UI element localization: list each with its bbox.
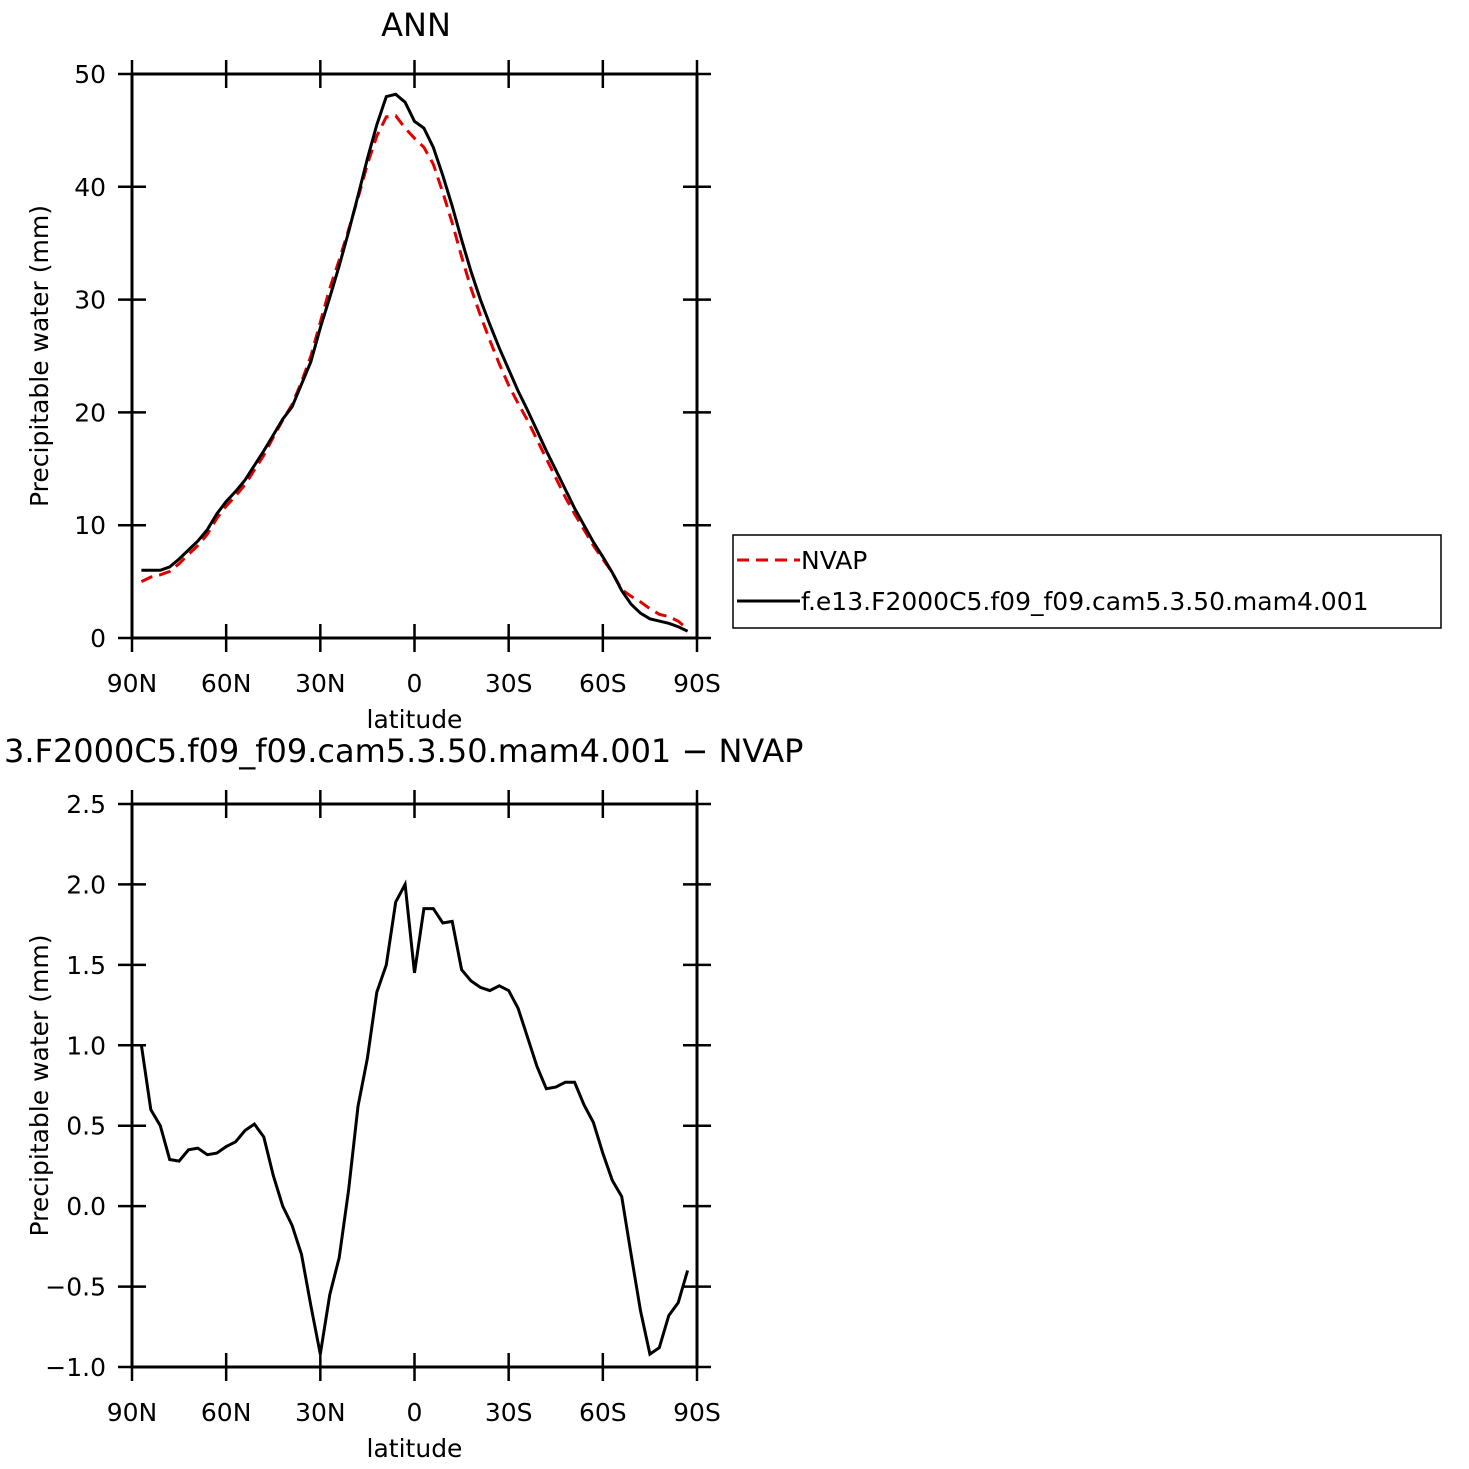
x-tick-label: 60N (201, 669, 252, 698)
y-axis-label: Precipitable water (mm) (25, 205, 54, 507)
y-tick-label: 20 (74, 398, 106, 427)
x-tick-label: 0 (407, 669, 423, 698)
y-tick-label: 1.0 (66, 1031, 106, 1060)
y-tick-label: 0.5 (66, 1112, 106, 1141)
plot-frame (130, 72, 699, 640)
x-tick-label: 90N (107, 1398, 158, 1427)
y-tick-label: 1.5 (66, 951, 106, 980)
panel: 3.F2000C5.f09_f09.cam5.3.50.mam4.001 − N… (4, 732, 803, 1463)
x-tick-label: 60N (201, 1398, 252, 1427)
data-line (141, 92, 689, 633)
panel: ANN 0 10 20 30 40 50 90N 60N 30N 0 30S 60S 90S latitud… (25, 6, 1442, 734)
y-tick-label: 0 (90, 624, 106, 653)
legend-box (732, 534, 1442, 629)
y-tick-label: 0.0 (66, 1192, 106, 1221)
x-tick-label: 60S (579, 1398, 627, 1427)
x-tick-label: 90S (673, 1398, 721, 1427)
legend-label: f.e13.F2000C5.f09_f09.cam5.3.50.mam4.001 (801, 587, 1369, 616)
y-tick-label: 2.5 (66, 790, 106, 819)
x-tick-label: 30S (485, 1398, 533, 1427)
data-line (140, 114, 689, 631)
x-tick-label: 90N (107, 669, 158, 698)
y-tick-label: 10 (74, 511, 106, 540)
data-line (139, 879, 690, 1357)
legend-label: NVAP (801, 546, 867, 575)
y-tick-label: −1.0 (45, 1353, 106, 1382)
x-tick-label: 30S (485, 669, 533, 698)
y-tick-label: 30 (74, 286, 106, 315)
y-tick-label: 50 (74, 60, 106, 89)
x-tick-label: 90S (673, 669, 721, 698)
x-tick-label: 0 (407, 1398, 423, 1427)
x-tick-label: 60S (579, 669, 627, 698)
x-tick-label: 30N (295, 1398, 346, 1427)
y-tick-label: −0.5 (45, 1273, 106, 1302)
y-tick-label: 40 (74, 173, 106, 202)
y-axis-label: Precipitable water (mm) (25, 935, 54, 1237)
y-tick-label: 2.0 (66, 870, 106, 899)
x-axis-label: latitude (367, 1434, 463, 1463)
plot-frame (130, 802, 699, 1369)
x-axis-label: latitude (367, 705, 463, 734)
chart-title: ANN (381, 6, 451, 44)
chart-title: 3.F2000C5.f09_f09.cam5.3.50.mam4.001 − N… (4, 732, 803, 770)
x-tick-label: 30N (295, 669, 346, 698)
